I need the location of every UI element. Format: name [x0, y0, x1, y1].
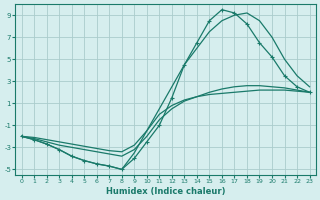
- X-axis label: Humidex (Indice chaleur): Humidex (Indice chaleur): [106, 187, 225, 196]
